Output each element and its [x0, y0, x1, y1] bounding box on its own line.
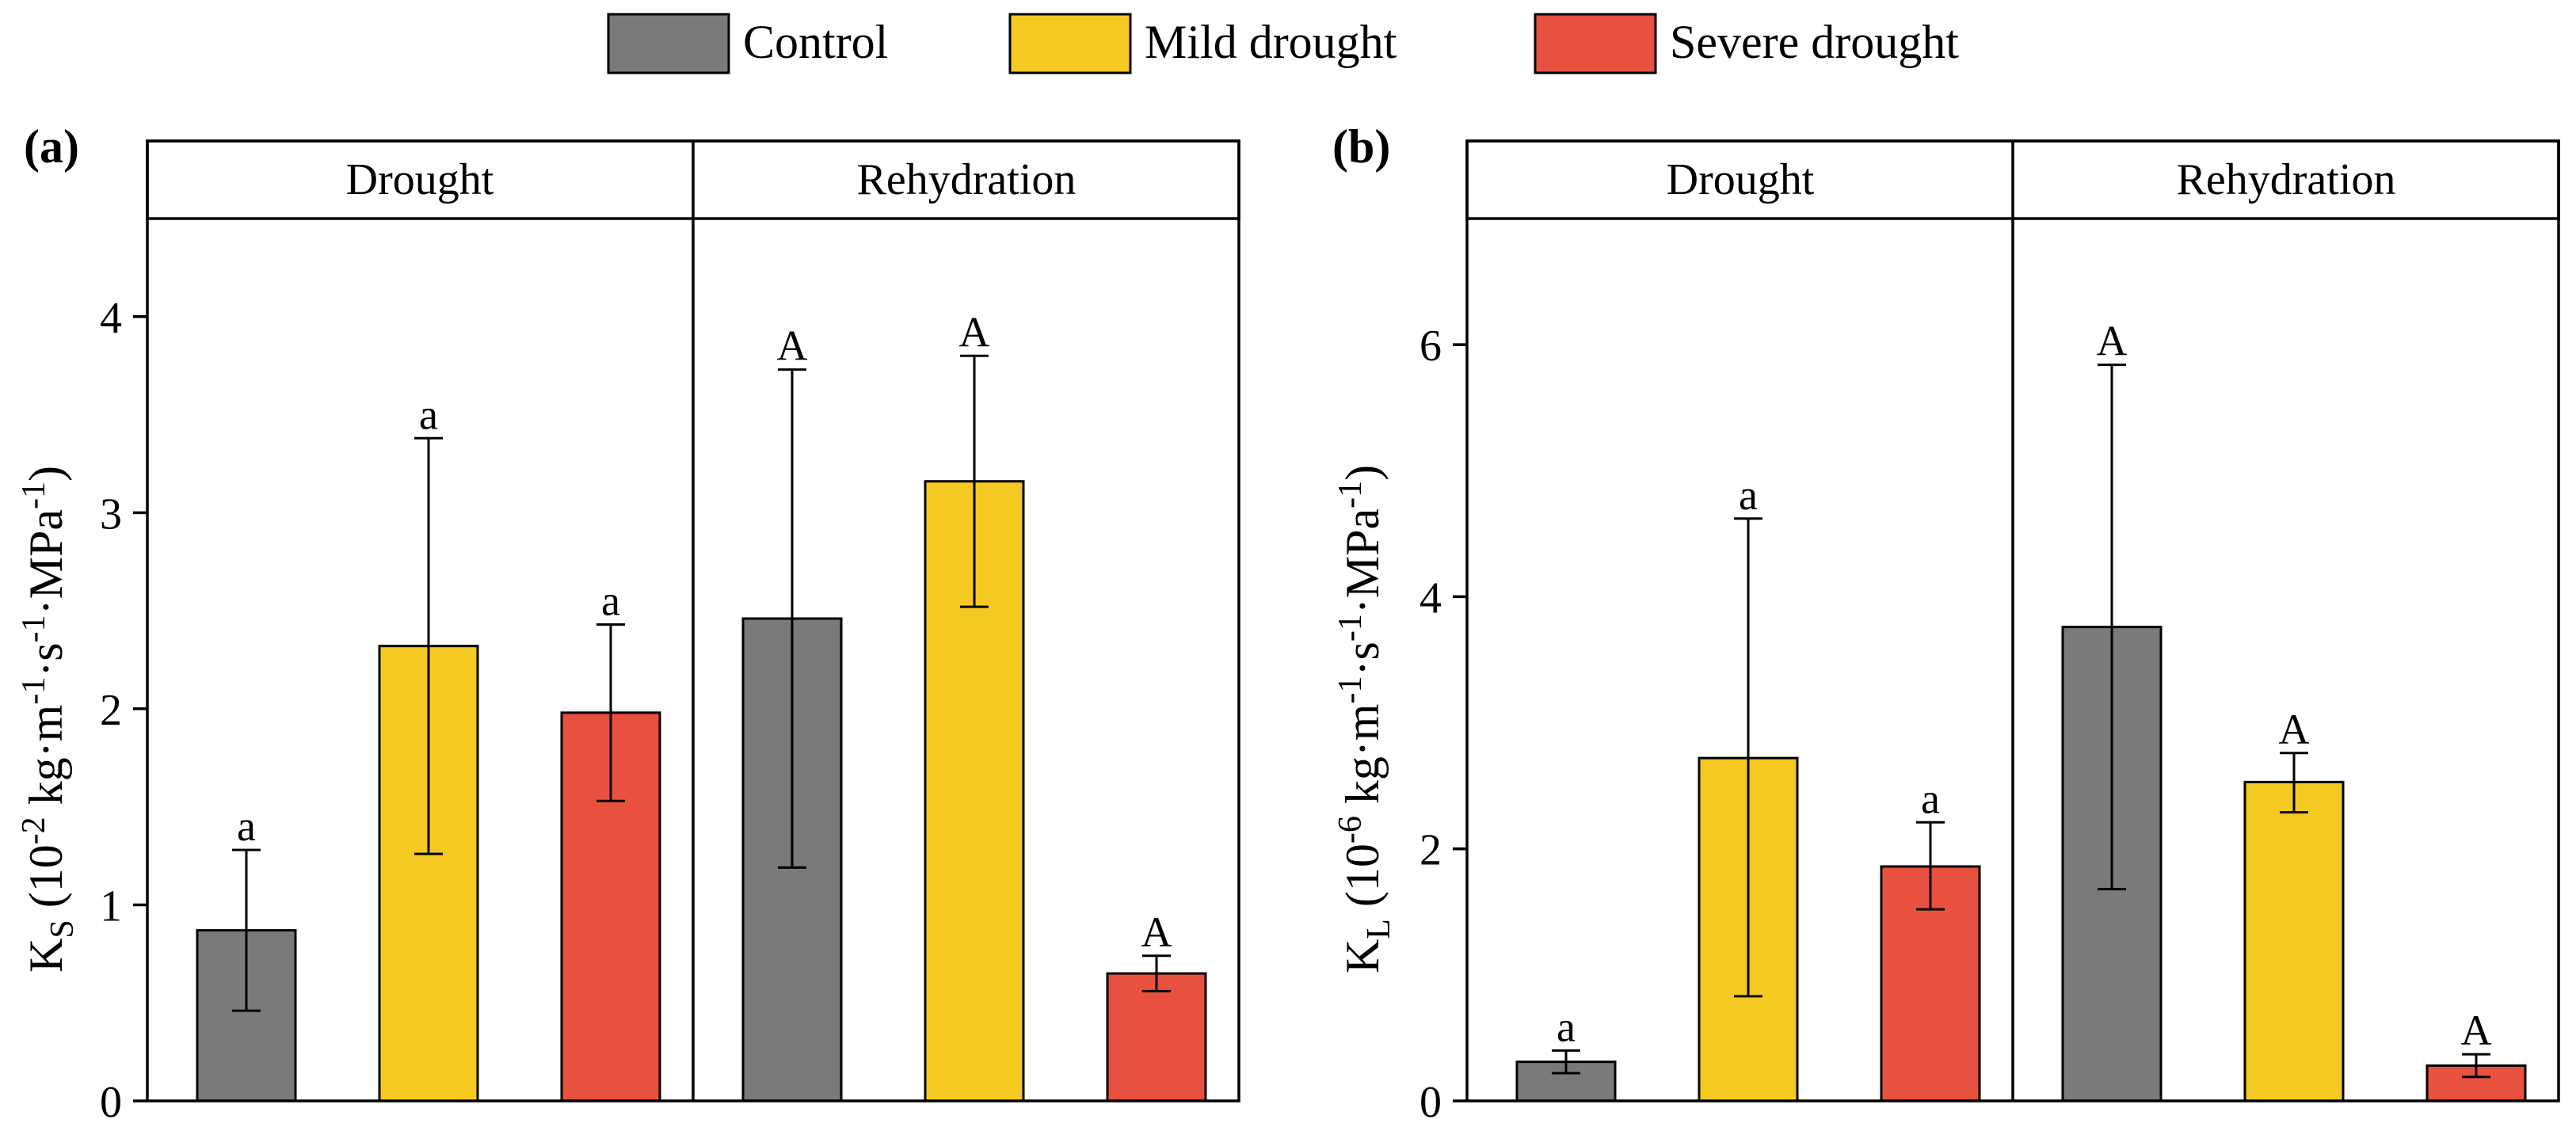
significance-letter: A: [777, 322, 808, 370]
significance-letter: a: [237, 802, 256, 850]
y-axis-title-exp: -1: [1332, 676, 1369, 704]
y-tick-label: 4: [1419, 573, 1442, 623]
y-axis-title-exp: -6: [1332, 816, 1369, 843]
y-ticks-b: 0 2 4 6: [1419, 322, 1467, 1127]
plot-frame-a: [146, 139, 1240, 1102]
y-axis-title-unit: ·s: [20, 642, 72, 676]
legend-label-mild: Mild drought: [1145, 16, 1397, 68]
panel-a: (a) KS (10-2 kg·m-1·s-1·MPa-1) Drought R…: [16, 120, 1240, 1127]
y-axis-title-unit-open: (10: [1336, 843, 1389, 919]
legend-label-severe: Severe drought: [1670, 16, 1959, 68]
plot-area-a: Drought Rehydration 0 1 2 3 4 a a a A A A: [100, 139, 1240, 1127]
significance-letter: a: [419, 390, 438, 438]
significance-letter: a: [1739, 471, 1758, 519]
facet-label-rehydration: Rehydration: [857, 155, 1077, 204]
bars-b: a a a A A A: [1515, 318, 2527, 1102]
y-axis-title-unit: ·MPa: [20, 509, 72, 615]
y-tick-label: 0: [1419, 1078, 1442, 1127]
y-axis-title-exp: -1: [1332, 614, 1369, 642]
panel-label-a: (a): [24, 120, 79, 173]
bar-mild: [2243, 780, 2345, 1102]
y-axis-title-unit: kg·m: [20, 705, 72, 817]
significance-letter: A: [2461, 1007, 2492, 1054]
bars-a: a a a A A A: [196, 308, 1207, 1102]
y-tick-label: 2: [100, 686, 122, 735]
facet-label-rehydration: Rehydration: [2177, 155, 2396, 204]
y-axis-title-a: KS (10-2 kg·m-1·s-1·MPa-1): [16, 466, 81, 973]
y-axis-title-unit: ·MPa: [1336, 508, 1389, 614]
y-axis-title-sub: L: [1361, 919, 1397, 939]
plot-frame-b: [1465, 139, 2560, 1102]
facet-label-drought: Drought: [1667, 155, 1815, 204]
y-axis-title-b: KL (10-6 kg·m-1·s-1·MPa-1): [1332, 465, 1397, 973]
y-tick-label: 3: [100, 489, 122, 539]
y-tick-label: 0: [100, 1078, 122, 1127]
legend-swatch-control: [607, 13, 730, 74]
y-tick-label: 4: [100, 294, 122, 343]
significance-letter: a: [601, 577, 620, 624]
panel-label-b: (b): [1332, 120, 1390, 173]
y-axis-title-unit-close: ): [20, 466, 72, 482]
y-axis-title-sub: S: [44, 920, 81, 938]
bar-severe: [1106, 972, 1207, 1102]
significance-letter: A: [959, 308, 990, 356]
y-axis-title-main: K: [1336, 939, 1389, 973]
y-axis-title-exp: -1: [16, 615, 52, 642]
legend-label-control: Control: [743, 16, 888, 68]
y-axis-title-unit: ·s: [1336, 642, 1389, 676]
significance-letter: a: [1921, 775, 1940, 822]
y-axis-title-unit: kg·m: [1336, 704, 1389, 817]
plot-area-b: Drought Rehydration 0 2 4 6 a a a A A A: [1419, 139, 2560, 1127]
legend-swatch-mild: [1008, 13, 1132, 74]
panel-b: (b) KL (10-6 kg·m-1·s-1·MPa-1) Drought R…: [1332, 120, 2560, 1127]
y-tick-label: 1: [100, 882, 122, 931]
y-axis-title-unit-close: ): [1336, 465, 1389, 481]
facet-label-drought: Drought: [346, 155, 494, 204]
significance-letter: a: [1557, 1003, 1576, 1050]
significance-letter: A: [1141, 908, 1172, 956]
y-axis-title-exp: -1: [1332, 481, 1369, 508]
y-ticks-a: 0 1 2 3 4: [100, 294, 147, 1127]
y-axis-title-exp: -2: [16, 817, 52, 844]
y-axis-title-main: K: [20, 939, 72, 973]
significance-letter: A: [2097, 318, 2128, 365]
y-axis-title-exp: -1: [16, 677, 52, 705]
y-axis-title-exp: -1: [16, 482, 52, 509]
y-tick-label: 6: [1419, 322, 1442, 371]
legend: Control Mild drought Severe drought: [607, 13, 1959, 74]
y-axis-title-unit-open: (10: [20, 844, 72, 920]
y-tick-label: 2: [1419, 826, 1442, 875]
significance-letter: A: [2279, 706, 2310, 753]
legend-swatch-severe: [1534, 13, 1657, 74]
